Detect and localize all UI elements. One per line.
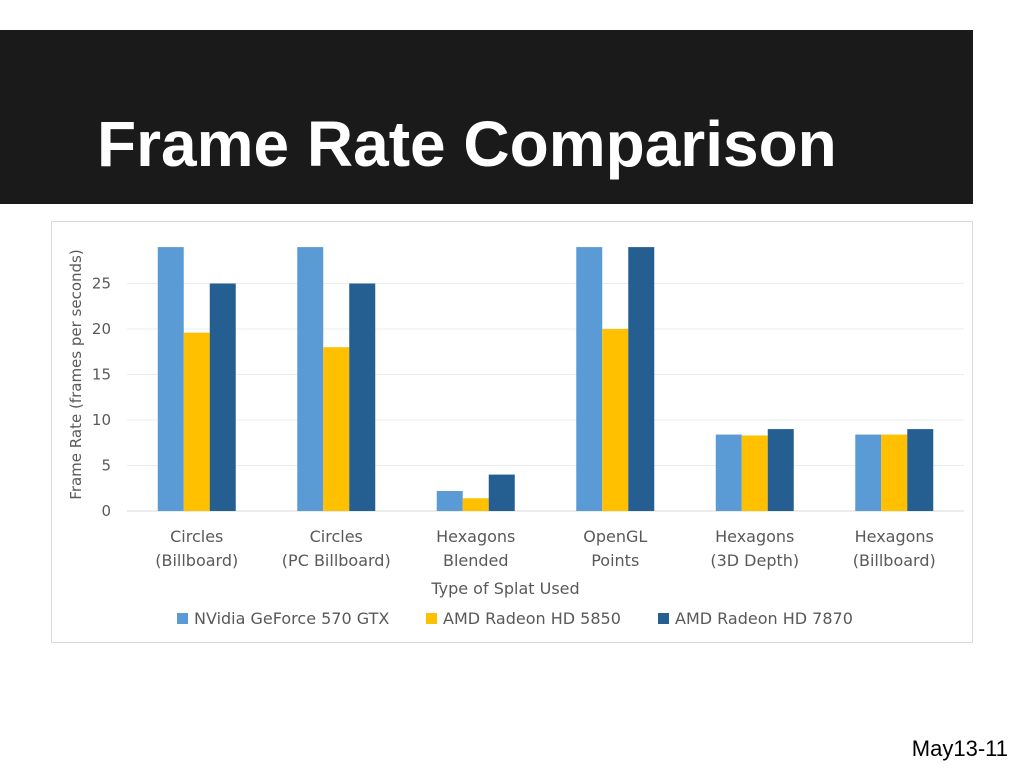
bar: [488, 474, 515, 511]
bar: [576, 247, 603, 511]
bar: [436, 490, 463, 511]
y-tick-label: 15: [92, 366, 111, 384]
bar: [881, 434, 908, 511]
bar: [209, 283, 236, 511]
legend-label: NVidia GeForce 570 GTX: [194, 609, 389, 628]
x-tick-label: (PC Billboard): [282, 551, 391, 570]
x-tick-label: Circles: [170, 527, 223, 546]
bar: [907, 429, 934, 511]
legend-label: AMD Radeon HD 7870: [675, 609, 853, 628]
x-tick-label: (Billboard): [155, 551, 238, 570]
x-tick-label: Blended: [443, 551, 509, 570]
x-axis-title: Type of Splat Used: [430, 579, 579, 598]
bar: [855, 434, 882, 511]
x-tick-label: Circles: [310, 527, 363, 546]
bar: [741, 435, 768, 511]
bar: [349, 283, 376, 511]
bar: [183, 332, 210, 511]
bar: [323, 347, 350, 511]
x-tick-label: (Billboard): [853, 551, 936, 570]
chart-frame: 0 5 10 15 20 25 Circles (Billboard) Circles (PC B…: [51, 221, 973, 643]
y-tick-label: 25: [92, 275, 111, 293]
legend-label: AMD Radeon HD 5850: [443, 609, 621, 628]
x-tick-label: (3D Depth): [710, 551, 799, 570]
y-tick-label: 20: [92, 320, 111, 338]
slide-title: Frame Rate Comparison: [97, 108, 837, 180]
y-tick-label: 0: [101, 502, 111, 520]
y-tick-label: 5: [101, 457, 111, 475]
x-tick-label: Hexagons: [436, 527, 515, 546]
bar-chart: 0 5 10 15 20 25 Circles (Billboard) Circles (PC B…: [67, 247, 964, 628]
bar: [602, 329, 629, 511]
bar: [157, 247, 184, 511]
title-bar: [0, 30, 973, 204]
bar: [462, 498, 489, 511]
footer-label: May13-11: [911, 736, 1008, 761]
x-tick-label: Points: [591, 551, 639, 570]
bar: [628, 247, 655, 511]
bar: [297, 247, 324, 511]
legend-swatch: [177, 613, 188, 624]
legend-swatch: [426, 613, 437, 624]
bar: [715, 434, 742, 511]
y-tick-label: 10: [92, 411, 111, 429]
x-tick-label: OpenGL: [583, 527, 647, 546]
x-tick-label: Hexagons: [855, 527, 934, 546]
legend-swatch: [658, 613, 669, 624]
bar: [767, 429, 794, 511]
y-axis-title: Frame Rate (frames per seconds): [67, 249, 85, 499]
x-tick-label: Hexagons: [715, 527, 794, 546]
